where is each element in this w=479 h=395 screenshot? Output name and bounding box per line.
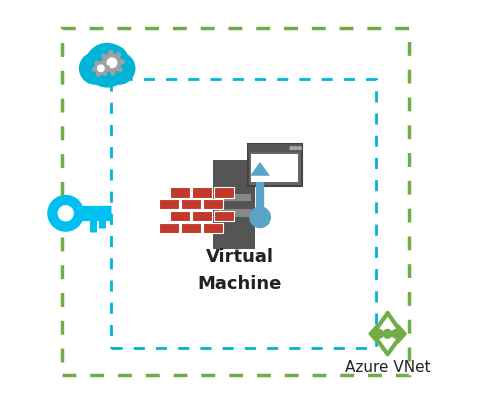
Circle shape bbox=[294, 147, 297, 150]
Circle shape bbox=[98, 65, 104, 71]
Bar bbox=[159, 199, 179, 209]
Circle shape bbox=[58, 206, 73, 221]
Bar bbox=[203, 223, 223, 233]
Bar bbox=[181, 199, 201, 209]
Polygon shape bbox=[100, 51, 124, 75]
Text: Virtual
Machine: Virtual Machine bbox=[197, 248, 282, 293]
Circle shape bbox=[90, 46, 116, 73]
Circle shape bbox=[383, 329, 392, 338]
Bar bbox=[218, 194, 251, 201]
Bar bbox=[214, 211, 234, 221]
Bar bbox=[159, 223, 179, 233]
Bar bbox=[213, 160, 255, 249]
Polygon shape bbox=[250, 162, 270, 176]
Bar bbox=[181, 223, 201, 233]
Circle shape bbox=[103, 53, 135, 84]
Circle shape bbox=[85, 43, 129, 87]
Circle shape bbox=[298, 147, 301, 150]
Text: Azure VNet: Azure VNet bbox=[345, 360, 431, 375]
Bar bbox=[218, 209, 251, 217]
Bar bbox=[248, 144, 301, 186]
Circle shape bbox=[290, 147, 293, 150]
Bar bbox=[214, 187, 234, 198]
Bar bbox=[203, 199, 223, 209]
Bar bbox=[192, 211, 212, 221]
Bar bbox=[170, 187, 190, 198]
Circle shape bbox=[392, 329, 400, 338]
Bar bbox=[111, 79, 376, 348]
Bar bbox=[251, 154, 298, 182]
Bar bbox=[170, 211, 190, 221]
Circle shape bbox=[375, 329, 383, 338]
Bar bbox=[248, 144, 301, 152]
Circle shape bbox=[250, 207, 270, 228]
Circle shape bbox=[107, 58, 117, 68]
Circle shape bbox=[48, 196, 83, 231]
Bar bbox=[62, 28, 410, 375]
Polygon shape bbox=[92, 60, 109, 76]
Circle shape bbox=[99, 46, 128, 75]
Circle shape bbox=[80, 53, 111, 84]
Bar bbox=[192, 187, 212, 198]
